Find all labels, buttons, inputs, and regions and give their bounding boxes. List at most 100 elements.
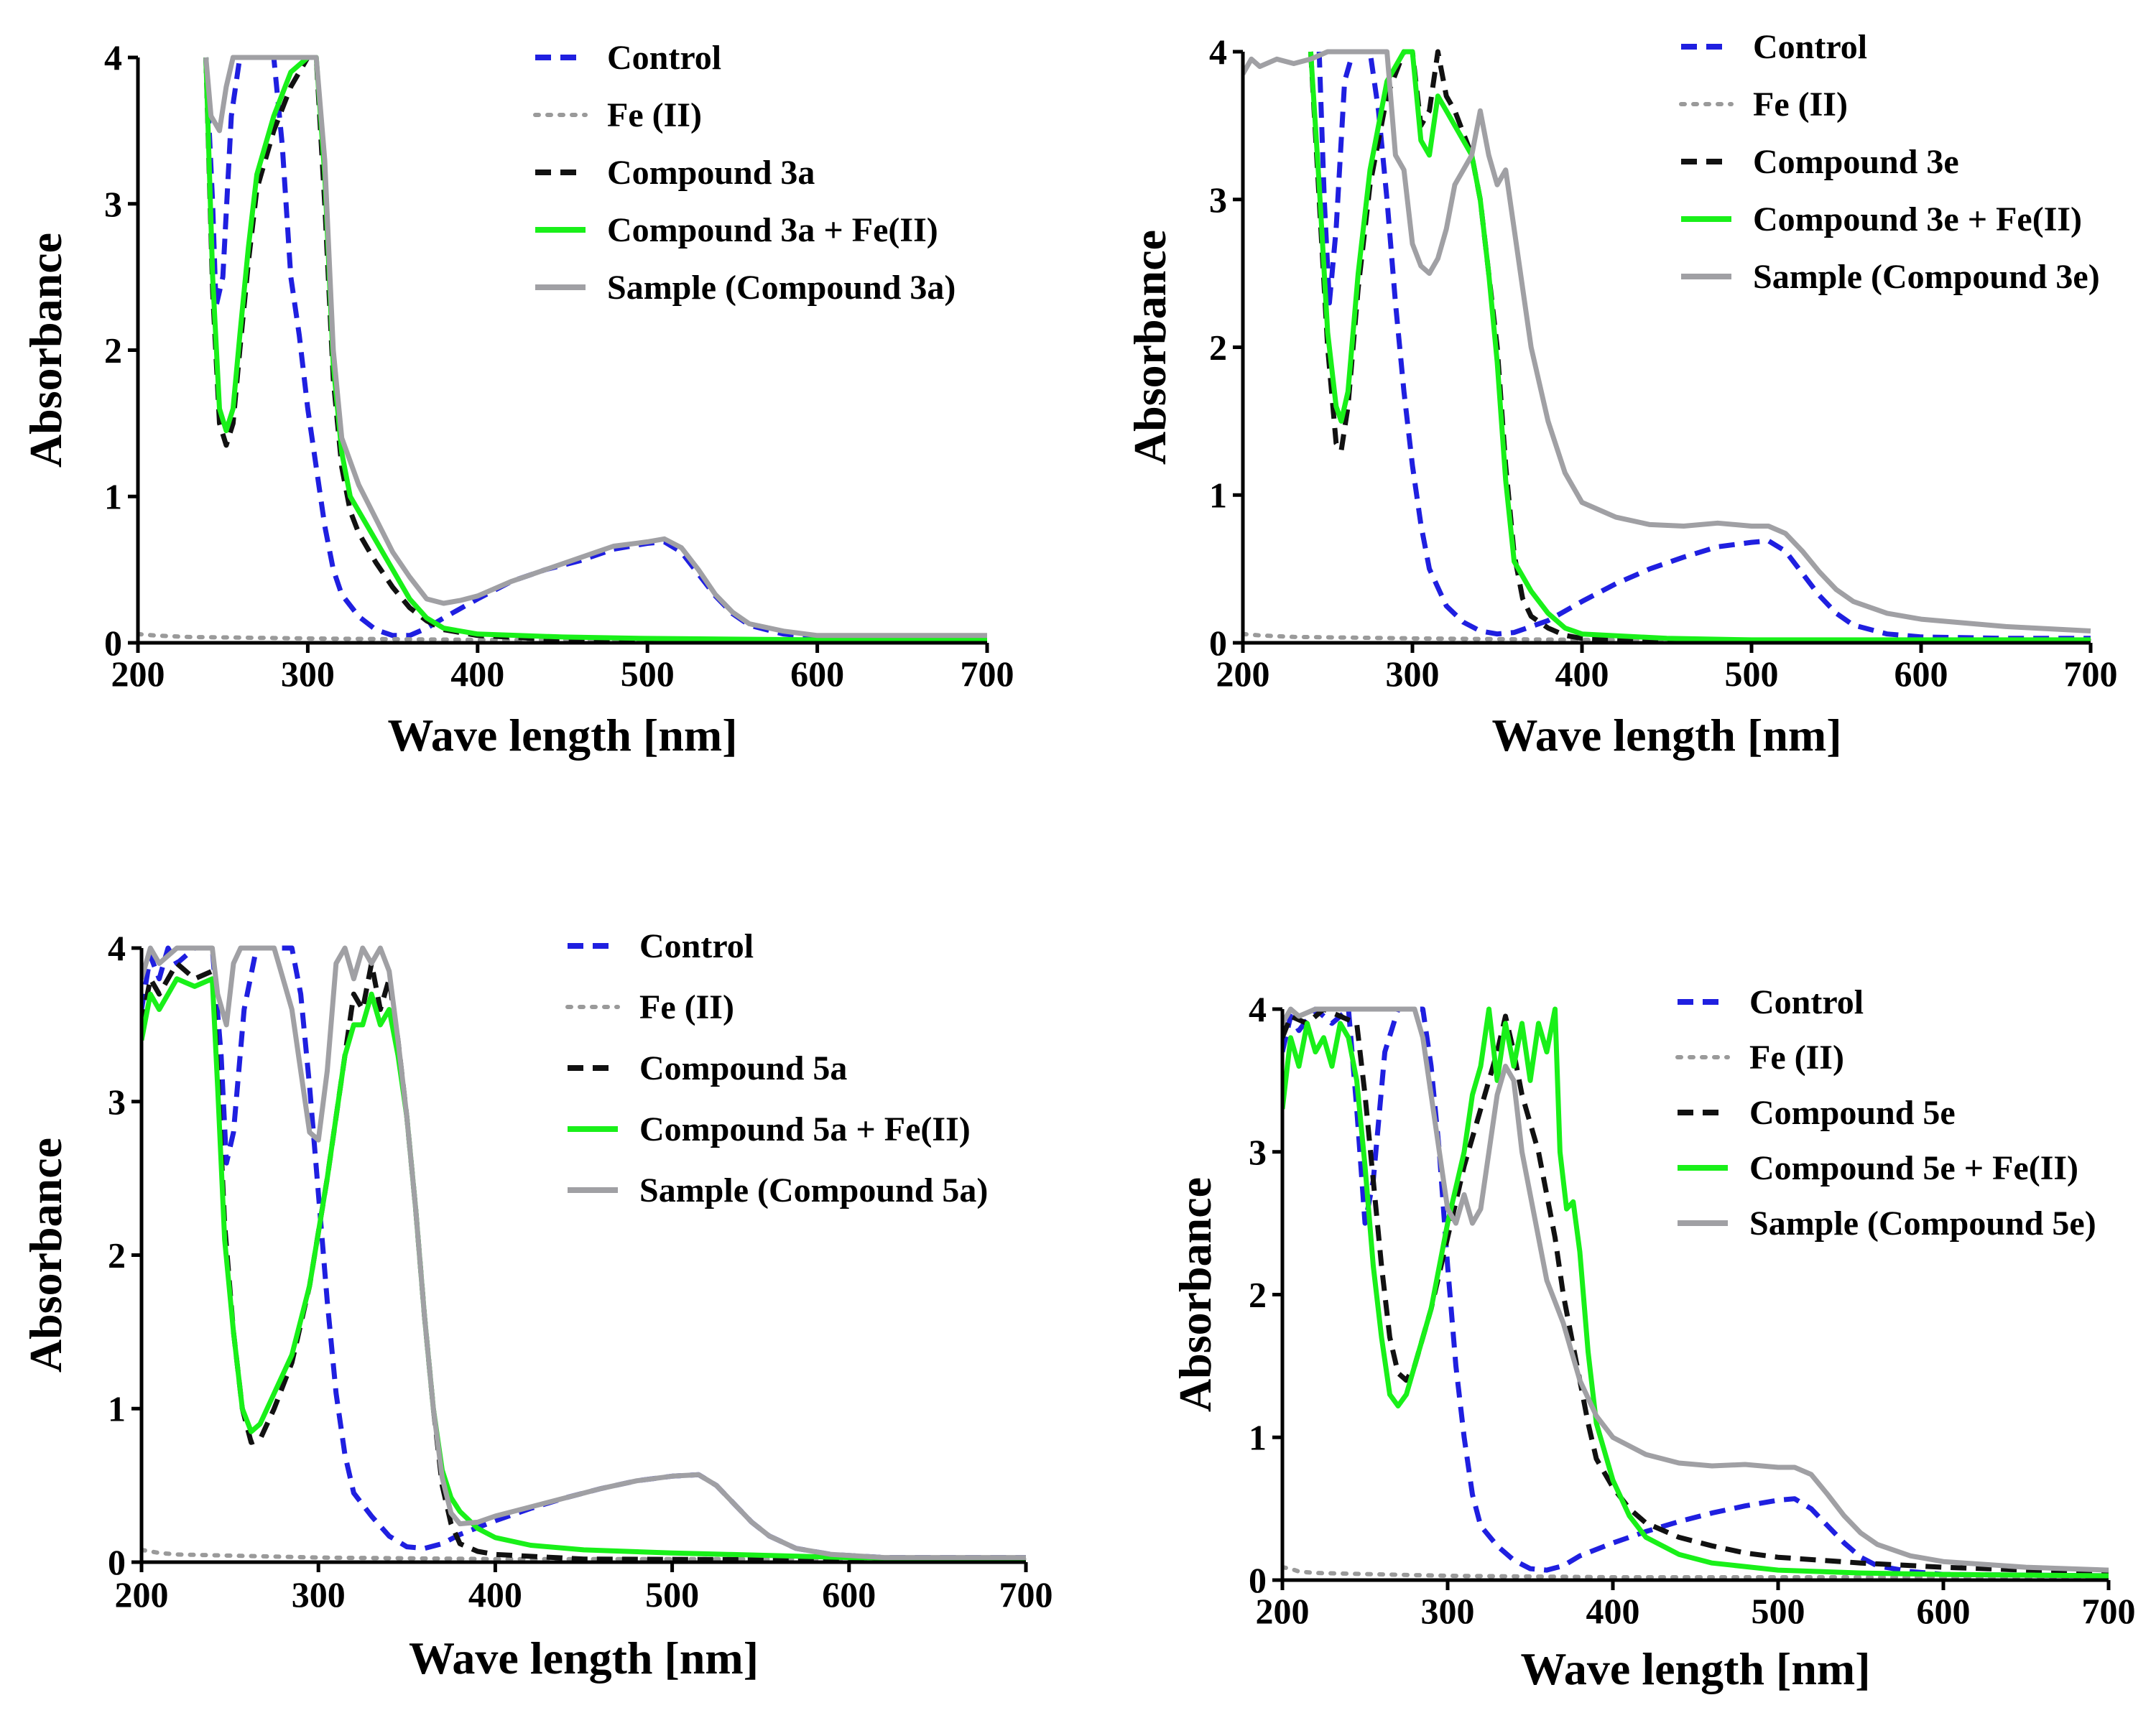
legend-label: Sample (Compound 3a) (607, 269, 956, 307)
legend: Control Fe (II) Compound 3e Compound 3e + F… (1679, 28, 2100, 296)
y-tick-label: 0 (1249, 1560, 1267, 1600)
x-tick-label: 400 (468, 1574, 522, 1615)
x-tick-label: 500 (645, 1574, 699, 1615)
x-axis-title: Wave length [nm] (1491, 710, 1841, 761)
x-axis-title: Wave length [nm] (1520, 1643, 1870, 1694)
y-axis-title: Absorbance (20, 233, 71, 468)
legend-label: Compound 3e + Fe(II) (1753, 200, 2082, 238)
y-tick-label: 3 (1249, 1132, 1267, 1172)
series-group (1241, 49, 2093, 644)
y-tick-label: 0 (108, 1542, 126, 1582)
legend-label: Compound 5a (639, 1049, 847, 1087)
x-tick-label: 600 (790, 654, 844, 694)
y-tick-label: 1 (104, 476, 122, 516)
legend-label: Compound 3a (607, 154, 815, 192)
legend-label: Fe (II) (1753, 85, 1848, 124)
y-tick-label: 4 (1209, 32, 1227, 72)
y-axis-title: Absorbance (20, 1138, 71, 1373)
x-tick-label: 600 (1894, 654, 1948, 694)
x-tick-label: 700 (2082, 1591, 2136, 1631)
legend-label: Control (1753, 28, 1867, 66)
series-line-fe-ii (1241, 631, 2093, 642)
legend-label: Sample (Compound 5a) (639, 1171, 988, 1209)
x-axis-title: Wave length [nm] (409, 1633, 759, 1684)
y-tick-label: 1 (108, 1388, 126, 1429)
x-tick-label: 400 (1555, 654, 1609, 694)
legend-label: Control (639, 927, 754, 965)
y-tick-label: 2 (1209, 328, 1227, 368)
y-tick-label: 2 (108, 1235, 126, 1276)
legend-label: Sample (Compound 3e) (1753, 258, 2100, 296)
y-tick-label: 1 (1209, 475, 1227, 515)
legend: Control Fe (II) Compound 3a Compound 3a + F… (533, 39, 956, 307)
legend-label: Fe (II) (607, 96, 702, 134)
x-tick-label: 600 (1917, 1591, 1971, 1631)
x-tick-label: 200 (111, 654, 165, 694)
series-line-compound-5a (140, 960, 1027, 1564)
x-tick-label: 700 (2064, 654, 2118, 694)
legend-label: Fe (II) (639, 988, 734, 1026)
y-tick-label: 0 (104, 623, 122, 663)
legend: Control Fe (II) Compound 5e Compound 5e + F… (1675, 983, 2096, 1243)
x-tick-label: 300 (281, 654, 335, 694)
legend-label: Sample (Compound 5e) (1749, 1204, 2096, 1243)
x-tick-label: 200 (1256, 1591, 1310, 1631)
x-tick-label: 400 (450, 654, 504, 694)
x-tick-label: 200 (115, 1574, 169, 1615)
x-tick-label: 300 (1386, 654, 1440, 694)
x-tick-label: 200 (1216, 654, 1270, 694)
legend: Control Fe (II) Compound 5a Compound 5a + F… (565, 927, 988, 1209)
legend-label: Compound 5a + Fe(II) (639, 1110, 971, 1148)
chart-panel-4: 200 300 400 500 600 700 0 1 2 3 4 Wave length [nm] A… (1170, 983, 2136, 1694)
y-tick-label: 4 (108, 928, 126, 968)
y-tick-label: 0 (1209, 623, 1227, 663)
series-line-sample-compound-3e (1241, 49, 2091, 633)
y-axis-title: Absorbance (1170, 1177, 1221, 1412)
series-line-sample-compound-5e (1281, 1006, 2109, 1573)
chart-panel-2: 200 300 400 500 600 700 0 1 2 3 4 Wave length [nm] A… (1124, 28, 2118, 761)
x-tick-label: 700 (961, 654, 1014, 694)
y-axis-title: Absorbance (1124, 230, 1175, 465)
x-tick-label: 700 (999, 1574, 1053, 1615)
y-tick-label: 2 (104, 330, 122, 371)
series-group (137, 55, 989, 644)
x-tick-label: 300 (292, 1574, 346, 1615)
y-tick-label: 2 (1249, 1275, 1267, 1315)
series-line-compound-5a-fe-ii (140, 976, 1027, 1562)
series-line-control (140, 945, 1026, 1561)
legend-label: Compound 3e (1753, 143, 1959, 181)
legend-label: Fe (II) (1749, 1039, 1844, 1077)
y-tick-label: 4 (1249, 989, 1267, 1029)
series-line-compound-3e (1308, 49, 2091, 644)
series-line-fe-ii (1281, 1565, 2111, 1579)
series-line-fe-ii (140, 1547, 1028, 1561)
x-tick-label: 600 (822, 1574, 876, 1615)
legend-label: Control (607, 39, 721, 77)
y-tick-label: 3 (1209, 180, 1227, 220)
y-tick-label: 1 (1249, 1417, 1267, 1457)
legend-label: Compound 5e (1749, 1094, 1956, 1132)
x-tick-label: 500 (621, 654, 675, 694)
series-line-compound-3e-fe-ii (1308, 49, 2091, 643)
legend-label: Compound 5e + Fe(II) (1749, 1149, 2078, 1187)
y-tick-label: 3 (104, 184, 122, 224)
y-tick-label: 3 (108, 1082, 126, 1122)
x-tick-label: 500 (1725, 654, 1779, 694)
x-tick-label: 500 (1752, 1591, 1805, 1631)
x-tick-label: 300 (1421, 1591, 1475, 1631)
series-line-sample-compound-3a (203, 55, 987, 639)
chart-panel-1: 200 300 400 500 600 700 0 1 2 3 4 Wave length [nm] A… (20, 37, 1014, 761)
legend-label: Compound 3a + Fe(II) (607, 211, 938, 249)
legend-label: Control (1749, 983, 1864, 1021)
x-axis-title: Wave length [nm] (387, 710, 737, 761)
series-line-compound-5e (1281, 1006, 2109, 1574)
x-tick-label: 400 (1586, 1591, 1640, 1631)
series-line-compound-5e-fe-ii (1281, 1006, 2109, 1579)
series-line-fe-ii (137, 631, 989, 642)
series-group (1281, 1006, 2111, 1579)
series-line-control (1316, 49, 2091, 641)
series-line-sample-compound-5a (140, 945, 1026, 1561)
series-line-control (1281, 1006, 2109, 1579)
series-group (140, 945, 1028, 1564)
